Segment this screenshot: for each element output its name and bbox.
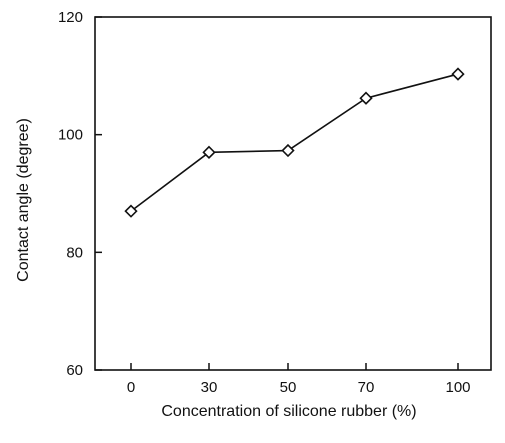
y-tick-label: 80 bbox=[66, 244, 83, 261]
x-tick-label: 30 bbox=[201, 379, 218, 396]
plot-frame-group bbox=[94, 16, 492, 371]
data-point-30 bbox=[202, 145, 216, 159]
y-tick-label: 120 bbox=[58, 9, 83, 26]
data-point-70 bbox=[359, 91, 373, 105]
y-tick-label: 100 bbox=[58, 127, 83, 144]
x-tick-label: 0 bbox=[127, 379, 135, 396]
y-axis-title: Contact angle (degree) bbox=[15, 118, 32, 282]
series-line-group bbox=[130, 73, 459, 212]
x-tick-label: 100 bbox=[445, 379, 470, 396]
x-tick-label: 50 bbox=[280, 379, 297, 396]
data-point-0 bbox=[124, 204, 138, 218]
plot-frame bbox=[94, 16, 492, 371]
series-line bbox=[130, 73, 459, 212]
data-point-50 bbox=[281, 143, 295, 158]
data-point-100 bbox=[451, 67, 465, 81]
y-axis-ticks: 60 80 100 120 bbox=[58, 9, 102, 379]
x-tick-label: 70 bbox=[358, 379, 375, 396]
x-axis-title: Concentration of silicone rubber (%) bbox=[161, 403, 416, 420]
y-tick-label: 60 bbox=[66, 362, 83, 379]
x-axis-ticks: 0 30 50 70 100 bbox=[127, 363, 471, 396]
data-markers bbox=[124, 67, 465, 218]
